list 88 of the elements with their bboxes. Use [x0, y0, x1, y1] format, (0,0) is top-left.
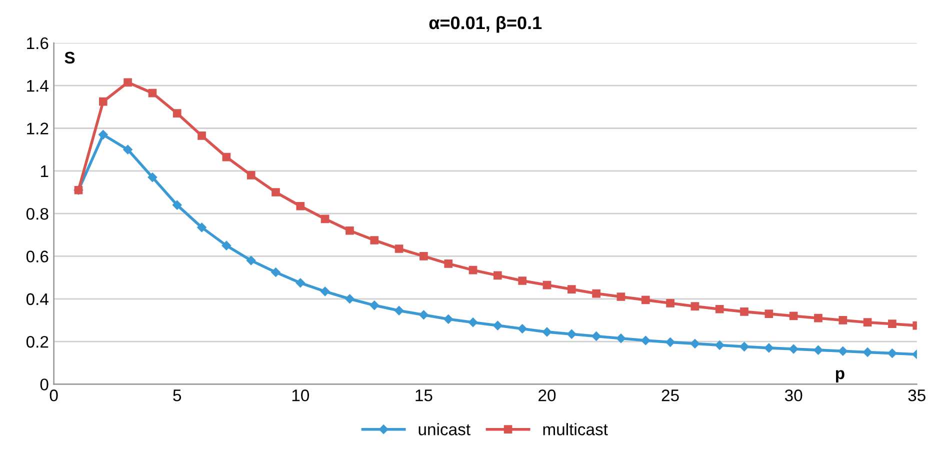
- y-tick-label: 0.8: [26, 208, 48, 220]
- point: [838, 316, 848, 324]
- point: [518, 324, 527, 334]
- x-tick-label: 5: [173, 390, 182, 402]
- point: [222, 240, 232, 250]
- point: [764, 343, 774, 353]
- point: [592, 289, 600, 298]
- point: [715, 304, 724, 314]
- point: [98, 97, 108, 106]
- point: [542, 327, 552, 337]
- point: [320, 286, 330, 296]
- x-tick-label: 10: [292, 390, 310, 402]
- point: [666, 298, 674, 308]
- point: [444, 260, 453, 268]
- x-tick-label: 20: [538, 390, 556, 402]
- point: [494, 271, 502, 280]
- point: [789, 312, 798, 320]
- point: [246, 171, 256, 180]
- point: [394, 244, 404, 253]
- point: [394, 306, 404, 316]
- point: [172, 109, 182, 118]
- point: [98, 130, 108, 140]
- x-tick-label: 30: [784, 390, 802, 402]
- point: [246, 256, 256, 266]
- point: [616, 292, 626, 301]
- y-tick-label: 1.6: [27, 37, 48, 50]
- chart-title: α=0.01, β=0.1: [429, 16, 542, 33]
- point: [370, 300, 380, 310]
- point: [567, 329, 576, 339]
- point: [272, 188, 280, 196]
- point: [764, 310, 774, 318]
- y-tick-label: 0.2: [26, 336, 48, 348]
- point: [616, 334, 626, 343]
- point: [740, 342, 749, 352]
- point: [788, 344, 798, 354]
- x-tick-label: 15: [416, 390, 432, 402]
- point: [863, 318, 872, 327]
- point: [862, 348, 872, 357]
- point: [172, 200, 182, 210]
- legend-label: multicast: [543, 423, 608, 436]
- y-tick-label: 1: [40, 165, 48, 177]
- y-tick-label: 0.4: [26, 293, 48, 306]
- point: [888, 348, 897, 358]
- point: [468, 318, 478, 327]
- x-axis-title: p: [836, 370, 844, 383]
- point: [197, 222, 206, 232]
- point: [666, 338, 675, 347]
- point: [690, 339, 700, 348]
- point: [592, 332, 601, 341]
- y-tick-label: 1.2: [27, 122, 48, 134]
- point: [888, 320, 896, 328]
- point: [370, 236, 379, 244]
- point: [148, 88, 157, 98]
- point: [345, 294, 354, 304]
- point: [468, 266, 478, 274]
- point: [690, 302, 700, 311]
- point: [420, 252, 428, 260]
- point: [222, 152, 231, 162]
- point: [320, 214, 330, 224]
- point: [714, 340, 724, 350]
- point: [814, 345, 823, 355]
- point: [518, 276, 526, 285]
- x-tick-label: 25: [662, 390, 679, 402]
- point: [567, 285, 576, 294]
- point: [271, 268, 280, 277]
- point: [148, 172, 158, 182]
- point: [444, 314, 453, 324]
- x-tick-label: 0: [50, 390, 58, 402]
- point: [296, 278, 306, 288]
- x-tick-label: 35: [908, 390, 926, 402]
- y-tick-label: 0: [40, 378, 48, 390]
- point: [198, 132, 206, 140]
- point: [641, 336, 650, 346]
- point: [740, 308, 748, 316]
- point: [124, 78, 132, 87]
- y-tick-label: 0.6: [26, 250, 48, 262]
- point: [493, 320, 502, 330]
- point: [641, 296, 650, 304]
- point: [296, 202, 305, 210]
- y-axis-title: S: [64, 52, 75, 64]
- y-tick-label: 1.4: [27, 80, 48, 92]
- point: [838, 346, 848, 356]
- point: [814, 314, 822, 322]
- legend-label: unicast: [418, 423, 470, 436]
- point: [346, 226, 354, 235]
- point: [123, 144, 132, 154]
- point: [542, 280, 552, 290]
- point: [419, 310, 428, 320]
